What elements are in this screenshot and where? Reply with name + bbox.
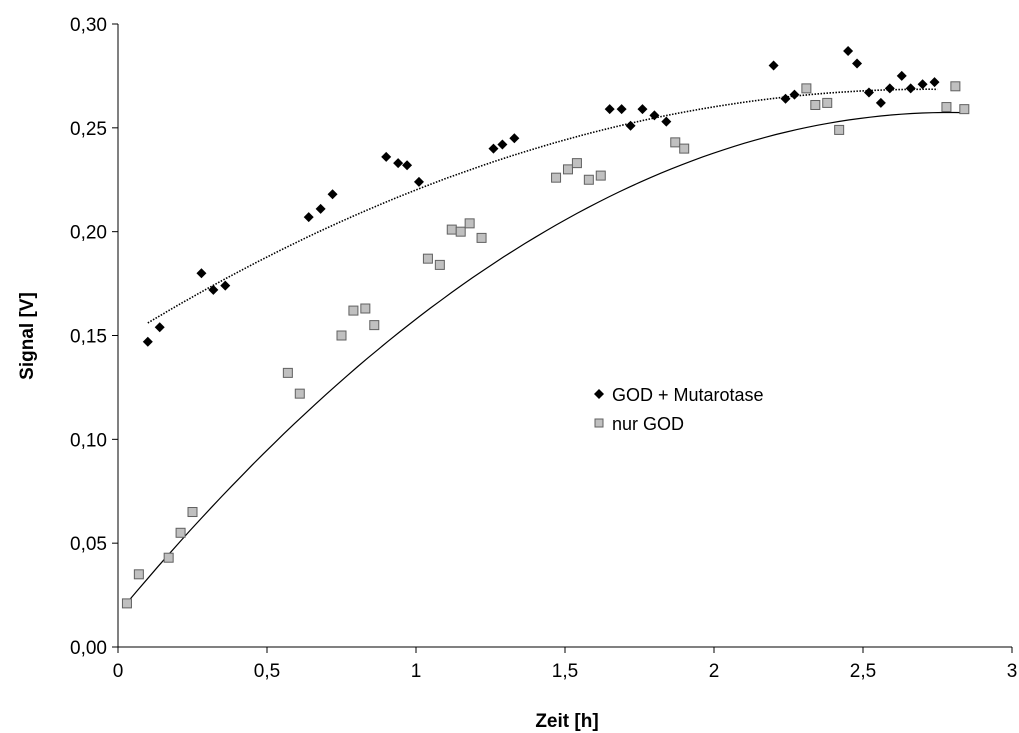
data-point-nur-god xyxy=(446,224,457,235)
data-point-god-mutarotase xyxy=(381,151,392,162)
data-point-god-mutarotase xyxy=(393,158,404,169)
data-point-nur-god xyxy=(959,104,970,115)
data-point-nur-god xyxy=(348,305,359,316)
y-tick-label: 0,30 xyxy=(70,15,107,36)
x-tick-label: 1,5 xyxy=(552,661,578,682)
y-tick-label: 0,05 xyxy=(70,534,107,555)
trendline-god-mutarotase xyxy=(147,88,938,324)
x-tick-label: 2 xyxy=(709,661,720,682)
data-point-nur-god xyxy=(670,137,681,148)
x-tick-label: 1 xyxy=(411,661,422,682)
y-tick-label: 0,25 xyxy=(70,119,107,140)
data-point-god-mutarotase xyxy=(637,104,648,115)
data-point-god-mutarotase xyxy=(154,322,165,333)
y-tick-label: 0,10 xyxy=(70,430,107,451)
data-point-god-mutarotase xyxy=(884,83,895,94)
data-point-god-mutarotase xyxy=(413,176,424,187)
data-point-god-mutarotase xyxy=(327,189,338,200)
legend-diamond-marker xyxy=(594,389,604,399)
data-point-god-mutarotase xyxy=(616,104,627,115)
data-point-nur-god xyxy=(336,330,347,341)
data-point-nur-god xyxy=(369,320,380,331)
y-tick-label: 0,20 xyxy=(70,223,107,244)
data-point-god-mutarotase xyxy=(917,79,928,90)
data-point-nur-god xyxy=(595,170,606,181)
legend-square-marker xyxy=(594,418,604,428)
x-axis-title: Zeit [h] xyxy=(535,711,598,732)
data-point-god-mutarotase xyxy=(196,268,207,279)
data-point-nur-god xyxy=(434,259,445,270)
data-point-god-mutarotase xyxy=(488,143,499,154)
data-point-god-mutarotase xyxy=(649,110,660,121)
data-point-god-mutarotase xyxy=(208,284,219,295)
trendlines xyxy=(126,88,965,604)
data-point-nur-god xyxy=(121,598,132,609)
data-point-nur-god xyxy=(562,164,573,175)
data-point-nur-god xyxy=(810,99,821,110)
data-markers xyxy=(121,45,970,609)
x-tick-label: 2,5 xyxy=(850,661,876,682)
data-point-nur-god xyxy=(551,172,562,183)
data-point-god-mutarotase xyxy=(315,203,326,214)
data-point-god-mutarotase xyxy=(863,87,874,98)
axes xyxy=(117,24,1012,648)
legend: GOD + Mutarotase nur GOD xyxy=(585,378,812,441)
data-point-god-mutarotase xyxy=(661,116,672,127)
data-point-god-mutarotase xyxy=(905,83,916,94)
data-point-nur-god xyxy=(571,158,582,169)
y-tick-label: 0,00 xyxy=(70,638,107,659)
y-axis-title: Signal [V] xyxy=(17,292,38,380)
legend-box xyxy=(585,378,812,441)
data-point-god-mutarotase xyxy=(220,280,231,291)
data-point-nur-god xyxy=(187,507,198,518)
x-tick-label: 0,5 xyxy=(254,661,280,682)
data-point-nur-god xyxy=(422,253,433,264)
trendline-nur-god xyxy=(126,111,965,604)
data-point-nur-god xyxy=(163,552,174,563)
data-point-nur-god xyxy=(679,143,690,154)
data-point-god-mutarotase xyxy=(604,104,615,115)
data-point-nur-god xyxy=(801,83,812,94)
data-point-god-mutarotase xyxy=(780,93,791,104)
data-point-god-mutarotase xyxy=(843,45,854,56)
data-point-nur-god xyxy=(133,569,144,580)
x-ticks: 0 0,5 1 1,5 2 2,5 3 xyxy=(113,647,1018,682)
data-point-nur-god xyxy=(476,232,487,243)
data-point-god-mutarotase xyxy=(303,212,314,223)
data-point-god-mutarotase xyxy=(875,97,886,108)
data-point-nur-god xyxy=(282,367,293,378)
data-point-god-mutarotase xyxy=(768,60,779,71)
data-point-nur-god xyxy=(455,226,466,237)
data-point-god-mutarotase xyxy=(625,120,636,131)
data-point-nur-god xyxy=(360,303,371,314)
data-point-god-mutarotase xyxy=(509,133,520,144)
data-point-god-mutarotase xyxy=(852,58,863,69)
x-tick-label: 0 xyxy=(113,661,124,682)
data-point-nur-god xyxy=(822,97,833,108)
legend-label-nur-god: nur GOD xyxy=(612,414,684,434)
data-point-god-mutarotase xyxy=(929,77,940,88)
data-point-nur-god xyxy=(464,218,475,229)
data-point-god-mutarotase xyxy=(402,160,413,171)
data-point-god-mutarotase xyxy=(142,336,153,347)
data-point-nur-god xyxy=(834,124,845,135)
data-point-nur-god xyxy=(175,527,186,538)
data-point-god-mutarotase xyxy=(497,139,508,150)
y-tick-label: 0,15 xyxy=(70,327,107,348)
data-point-nur-god xyxy=(583,174,594,185)
y-ticks: 0,00 0,05 0,10 0,15 0,20 0,25 0,30 xyxy=(70,15,118,659)
legend-label-god-mutarotase: GOD + Mutarotase xyxy=(612,385,764,405)
data-point-nur-god xyxy=(294,388,305,399)
data-point-nur-god xyxy=(941,102,952,113)
data-point-god-mutarotase xyxy=(789,89,800,100)
data-point-nur-god xyxy=(950,81,961,92)
data-point-god-mutarotase xyxy=(896,70,907,81)
x-tick-label: 3 xyxy=(1007,661,1018,682)
